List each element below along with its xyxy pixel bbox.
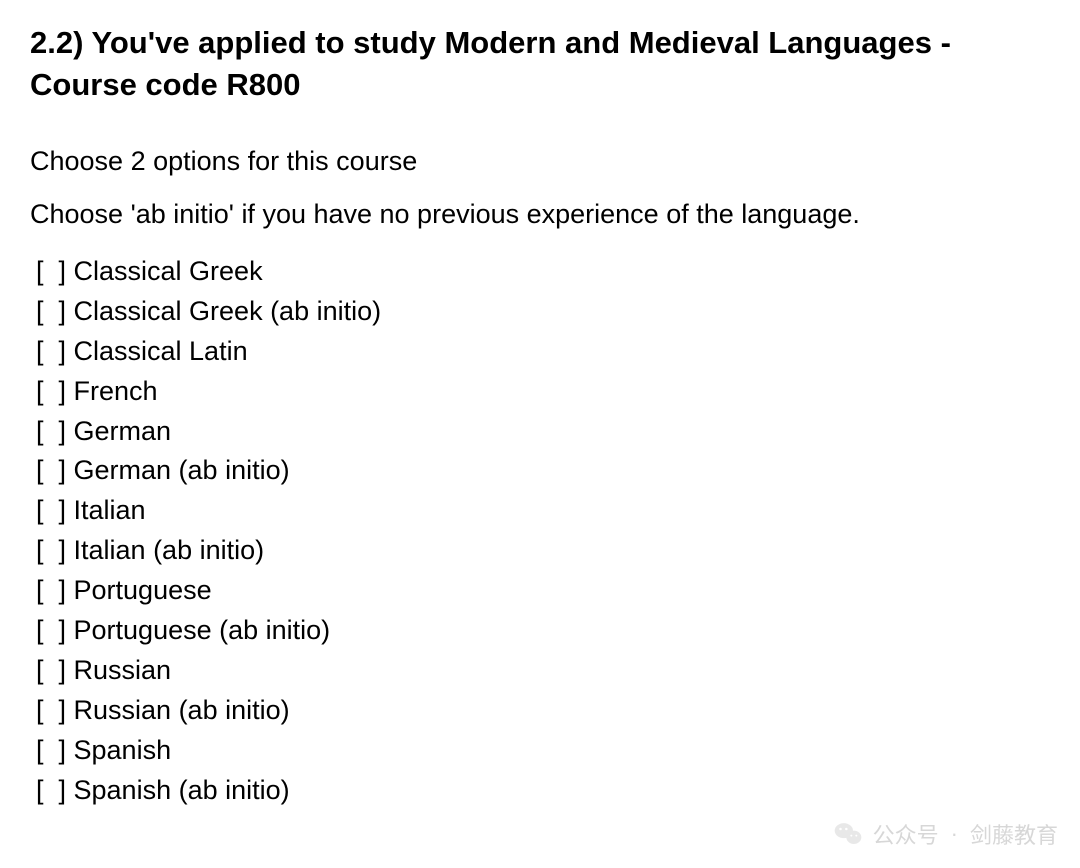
- checkbox-icon: [ ]: [36, 531, 74, 571]
- option-label: Portuguese (ab initio): [74, 611, 331, 651]
- checkbox-icon: [ ]: [36, 451, 74, 491]
- instruction-line-1: Choose 2 options for this course: [30, 146, 1050, 177]
- question-heading: 2.2) You've applied to study Modern and …: [30, 22, 1050, 106]
- checkbox-icon: [ ]: [36, 691, 74, 731]
- option-spanish-ab-initio[interactable]: [ ] Spanish (ab initio): [36, 771, 1050, 811]
- options-list: [ ] Classical Greek [ ] Classical Greek …: [30, 252, 1050, 811]
- watermark-label-right: 剑藤教育: [970, 818, 1058, 850]
- option-classical-latin[interactable]: [ ] Classical Latin: [36, 332, 1050, 372]
- checkbox-icon: [ ]: [36, 731, 74, 771]
- option-label: Classical Latin: [74, 332, 248, 372]
- option-label: Spanish (ab initio): [74, 771, 290, 811]
- option-label: Portuguese: [74, 571, 212, 611]
- wechat-icon: [833, 819, 863, 849]
- option-russian-ab-initio[interactable]: [ ] Russian (ab initio): [36, 691, 1050, 731]
- option-label: German: [74, 412, 172, 452]
- checkbox-icon: [ ]: [36, 412, 74, 452]
- option-label: Russian (ab initio): [74, 691, 290, 731]
- option-label: Classical Greek: [74, 252, 263, 292]
- option-label: Classical Greek (ab initio): [74, 292, 382, 332]
- option-label: German (ab initio): [74, 451, 290, 491]
- checkbox-icon: [ ]: [36, 252, 74, 292]
- option-classical-greek-ab-initio[interactable]: [ ] Classical Greek (ab initio): [36, 292, 1050, 332]
- option-spanish[interactable]: [ ] Spanish: [36, 731, 1050, 771]
- option-italian[interactable]: [ ] Italian: [36, 491, 1050, 531]
- instruction-line-2: Choose 'ab initio' if you have no previo…: [30, 199, 1050, 230]
- option-italian-ab-initio[interactable]: [ ] Italian (ab initio): [36, 531, 1050, 571]
- watermark-separator: ·: [951, 821, 958, 847]
- option-french[interactable]: [ ] French: [36, 372, 1050, 412]
- option-russian[interactable]: [ ] Russian: [36, 651, 1050, 691]
- option-label: Italian (ab initio): [74, 531, 265, 571]
- option-german[interactable]: [ ] German: [36, 412, 1050, 452]
- option-label: Russian: [74, 651, 172, 691]
- checkbox-icon: [ ]: [36, 611, 74, 651]
- watermark-label-left: 公众号: [873, 818, 939, 850]
- checkbox-icon: [ ]: [36, 771, 74, 811]
- checkbox-icon: [ ]: [36, 332, 74, 372]
- option-portuguese-ab-initio[interactable]: [ ] Portuguese (ab initio): [36, 611, 1050, 651]
- option-label: Spanish: [74, 731, 172, 771]
- option-portuguese[interactable]: [ ] Portuguese: [36, 571, 1050, 611]
- option-label: Italian: [74, 491, 146, 531]
- option-german-ab-initio[interactable]: [ ] German (ab initio): [36, 451, 1050, 491]
- checkbox-icon: [ ]: [36, 292, 74, 332]
- option-label: French: [74, 372, 158, 412]
- checkbox-icon: [ ]: [36, 651, 74, 691]
- checkbox-icon: [ ]: [36, 372, 74, 412]
- checkbox-icon: [ ]: [36, 571, 74, 611]
- option-classical-greek[interactable]: [ ] Classical Greek: [36, 252, 1050, 292]
- watermark: 公众号 · 剑藤教育: [833, 818, 1058, 850]
- checkbox-icon: [ ]: [36, 491, 74, 531]
